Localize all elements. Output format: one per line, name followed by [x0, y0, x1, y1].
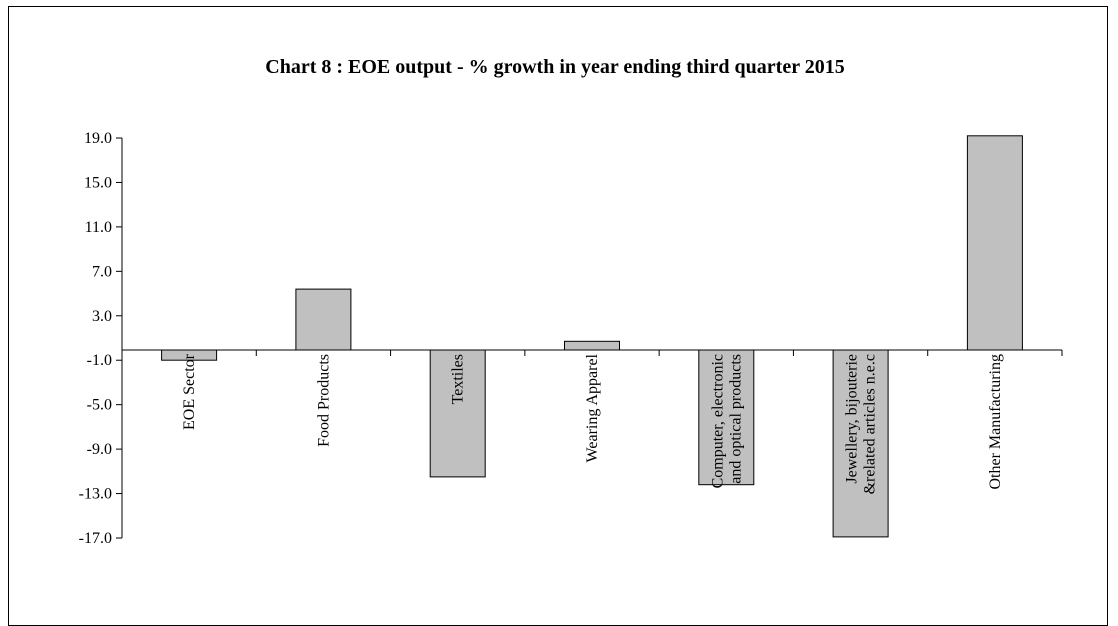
category-label-5-0: Jewellery, bijouterie — [844, 354, 861, 484]
bar-5 — [832, 349, 889, 538]
category-label-0-0: EOE Sector — [181, 353, 198, 430]
category-label-6-0: Other Manufacturing — [987, 354, 1004, 490]
bar-2 — [429, 349, 486, 478]
y-tick-label-9: -17.0 — [79, 530, 112, 547]
axes-layer: 19.0 15.0 11.0 7.0 3.0 -1.0 -5.0 -9.0 -13.0 -17.0 — [79, 130, 1063, 547]
y-tick-label-7: -9.0 — [87, 441, 112, 458]
y-tick-label-3: 7.0 — [92, 263, 112, 280]
category-labels-layer: EOE Sector Food Products Textiles Wearing A… — [181, 353, 1004, 494]
bars-layer — [161, 135, 1023, 538]
category-label-4-0: Computer, electronic — [709, 354, 726, 488]
chart-frame — [8, 6, 1108, 626]
bar-chart: Chart 8 : EOE output - % growth in year … — [79, 56, 1063, 547]
y-tick-label-6: -5.0 — [87, 397, 112, 414]
category-label-4-1: and optical products — [727, 354, 744, 484]
y-tick-label-8: -13.0 — [79, 486, 112, 503]
bar-4 — [698, 349, 755, 486]
chart-title: Chart 8 : EOE output - % growth in year … — [265, 56, 844, 78]
y-tick-label-0: 19.0 — [84, 130, 112, 147]
y-tick-label-2: 11.0 — [85, 219, 112, 236]
bar-6 — [966, 135, 1023, 351]
category-label-2-0: Textiles — [450, 354, 467, 404]
y-tick-label-5: -1.0 — [87, 352, 112, 369]
category-label-1-0: Food Products — [315, 354, 332, 447]
category-label-3-0: Wearing Apparel — [584, 353, 601, 462]
bar-3 — [564, 340, 620, 351]
bar-1 — [295, 288, 352, 351]
category-label-5-1: &related articles n.e.c — [862, 354, 879, 494]
y-tick-label-4: 3.0 — [92, 308, 112, 325]
y-tick-label-1: 15.0 — [84, 174, 112, 191]
